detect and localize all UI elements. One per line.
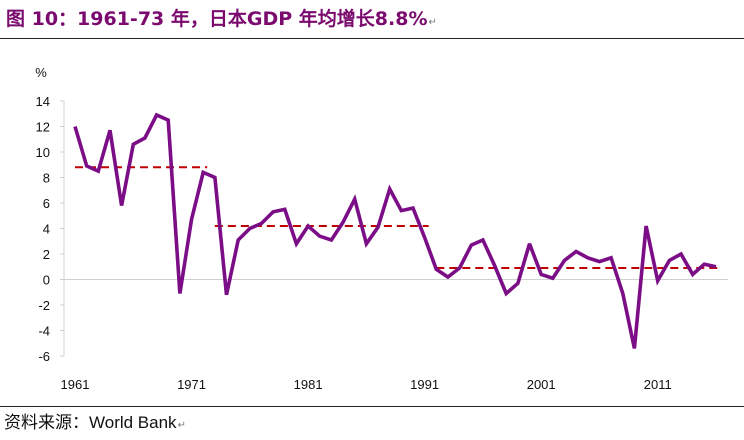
x-tick-label: 1961	[61, 377, 90, 392]
gdp-growth-series-line	[73, 112, 717, 349]
chart-title: 图 10：1961-73 年，日本GDP 年均增长8.8%↵	[6, 2, 437, 36]
y-tick-label: 14	[36, 94, 50, 109]
y-tick-label: 2	[43, 247, 50, 262]
y-tick-label: 12	[36, 120, 50, 135]
return-mark-icon: ↵	[428, 17, 437, 28]
y-tick-label: 4	[43, 222, 50, 237]
chart-title-text: 图 10：1961-73 年，日本GDP 年均增长8.8%	[6, 8, 428, 30]
title-rule	[0, 38, 744, 39]
y-tick-label: 6	[43, 196, 50, 211]
y-tick-label: -2	[38, 298, 50, 313]
source-rule	[0, 406, 744, 407]
source-label: 资料来源：	[4, 413, 89, 433]
x-tick-label: 1971	[177, 377, 206, 392]
source-line: 资料来源：World Bank↵	[4, 410, 186, 436]
y-tick-label: 10	[36, 145, 50, 160]
gdp-growth-chart: 14 12 10 8 6 4 2 0 -2 -4 -6% 1961 1971 1981 1991 2001 20…	[35, 65, 728, 392]
y-tick-label: -4	[38, 324, 50, 339]
y-tick-label: 0	[43, 273, 50, 288]
y-tick-label: -6	[38, 349, 50, 364]
source-name: World Bank	[89, 413, 177, 432]
x-tick-label: 2011	[644, 377, 672, 392]
x-tick-label: 1981	[294, 377, 323, 392]
y-tick-label: 8	[43, 171, 50, 186]
x-tick-label: 1991	[410, 377, 439, 392]
x-tick-label: 2001	[527, 377, 556, 392]
y-axis-unit-label: %	[35, 65, 47, 80]
return-mark-icon: ↵	[177, 420, 186, 431]
